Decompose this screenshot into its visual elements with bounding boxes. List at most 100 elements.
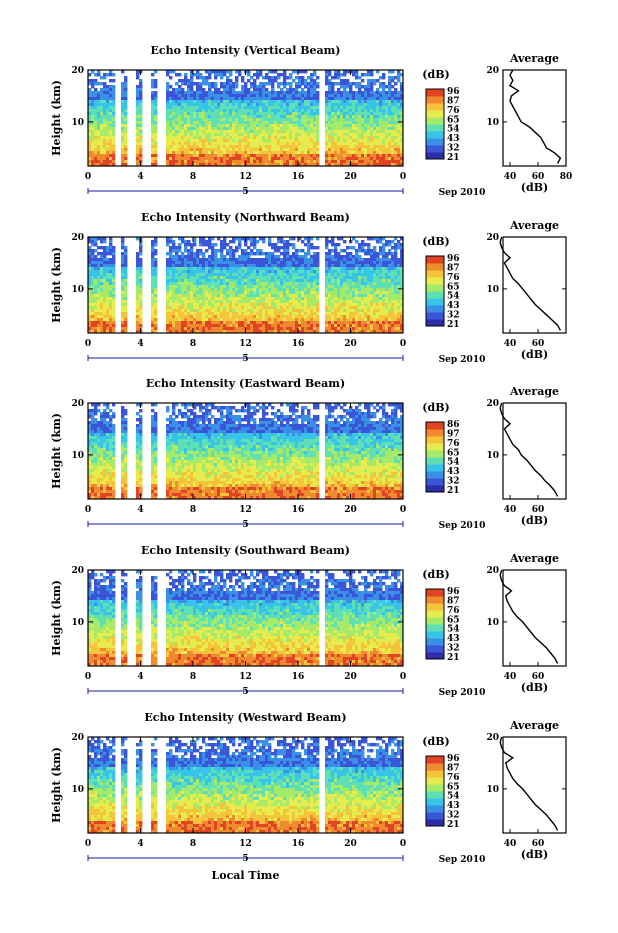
heatmap-cell <box>193 255 196 258</box>
heatmap-cell <box>370 103 373 106</box>
heatmap-cell <box>310 267 313 270</box>
heatmap-cell <box>367 276 370 279</box>
heatmap-cell <box>181 282 184 285</box>
heatmap-cell <box>391 94 394 97</box>
heatmap-cell <box>202 279 205 282</box>
heatmap-cell <box>175 279 178 282</box>
heatmap-cell <box>202 142 205 145</box>
heatmap-cell <box>109 73 112 76</box>
heatmap-cell <box>265 312 268 315</box>
heatmap-cell <box>271 306 274 309</box>
heatmap-cell <box>265 252 268 255</box>
heatmap-cell <box>340 154 343 157</box>
heatmap-cell <box>250 294 253 297</box>
heatmap-cell <box>316 154 319 157</box>
heatmap-cell <box>100 160 103 163</box>
heatmap-cell <box>325 261 328 264</box>
heatmap-cell <box>268 106 271 109</box>
heatmap-cell <box>238 91 241 94</box>
heatmap-cell <box>136 255 139 258</box>
heatmap-cell <box>346 294 349 297</box>
heatmap-cell <box>364 252 367 255</box>
heatmap-cell <box>271 270 274 273</box>
heatmap-cell <box>214 285 217 288</box>
heatmap-cell <box>184 154 187 157</box>
heatmap-cell <box>349 288 352 291</box>
heatmap-cell <box>349 145 352 148</box>
heatmap-cell <box>370 139 373 142</box>
heatmap-cell <box>250 297 253 300</box>
heatmap-cell <box>382 267 385 270</box>
heatmap-cell <box>193 145 196 148</box>
heatmap-cell <box>310 154 313 157</box>
heatmap-cell <box>379 160 382 163</box>
heatmap-cell <box>349 121 352 124</box>
heatmap-cell <box>100 100 103 103</box>
heatmap-cell <box>382 124 385 127</box>
heatmap-cell <box>337 282 340 285</box>
heatmap-cell <box>94 91 97 94</box>
heatmap-cell <box>112 136 115 139</box>
heatmap-cell <box>109 139 112 142</box>
heatmap-cell <box>244 157 247 160</box>
heatmap-cell <box>268 282 271 285</box>
heatmap-cell <box>97 300 100 303</box>
heatmap-cell <box>355 106 358 109</box>
heatmap-cell <box>202 306 205 309</box>
heatmap-cell <box>331 103 334 106</box>
heatmap-cell <box>193 151 196 154</box>
heatmap-cell <box>247 136 250 139</box>
heatmap-cell <box>241 306 244 309</box>
heatmap-cell <box>334 312 337 315</box>
heatmap-cell <box>367 88 370 91</box>
heatmap-cell <box>397 76 400 79</box>
heatmap-cell <box>256 145 259 148</box>
heatmap-cell <box>331 264 334 267</box>
heatmap-cell <box>334 297 337 300</box>
heatmap-cell <box>217 285 220 288</box>
heatmap-cell <box>235 297 238 300</box>
heatmap-cell <box>259 306 262 309</box>
heatmap-cell <box>337 294 340 297</box>
heatmap-cell <box>331 124 334 127</box>
heatmap-cell <box>271 127 274 130</box>
heatmap-cell <box>235 112 238 115</box>
heatmap-cell <box>364 160 367 163</box>
heatmap-cell <box>205 142 208 145</box>
heatmap-cell <box>193 91 196 94</box>
heatmap-cell <box>331 76 334 79</box>
heatmap-cell <box>277 306 280 309</box>
heatmap-cell <box>250 127 253 130</box>
heatmap-cell <box>187 291 190 294</box>
heatmap-cell <box>94 94 97 97</box>
heatmap-cell <box>385 142 388 145</box>
heatmap-cell <box>175 315 178 318</box>
heatmap-cell <box>325 276 328 279</box>
heatmap-cell <box>250 243 253 246</box>
heatmap-cell <box>241 85 244 88</box>
heatmap-cell <box>175 303 178 306</box>
heatmap-cell <box>256 267 259 270</box>
heatmap-cell <box>112 261 115 264</box>
heatmap-cell <box>229 300 232 303</box>
heatmap-cell <box>352 115 355 118</box>
heatmap-cell <box>259 258 262 261</box>
heatmap-cell <box>196 100 199 103</box>
heatmap-cell <box>199 312 202 315</box>
heatmap-cell <box>151 264 154 267</box>
heatmap-cell <box>244 300 247 303</box>
heatmap-cell <box>97 130 100 133</box>
heatmap-cell <box>262 294 265 297</box>
heatmap-cell <box>103 115 106 118</box>
heatmap-cell <box>205 279 208 282</box>
heatmap-cell <box>271 264 274 267</box>
heatmap-cell <box>340 267 343 270</box>
heatmap-cell <box>277 154 280 157</box>
heatmap-cell <box>289 106 292 109</box>
heatmap-cell <box>295 267 298 270</box>
heatmap-cell <box>277 273 280 276</box>
heatmap-cell <box>112 118 115 121</box>
heatmap-cell <box>367 133 370 136</box>
heatmap-cell <box>352 151 355 154</box>
heatmap-cell <box>196 315 199 318</box>
